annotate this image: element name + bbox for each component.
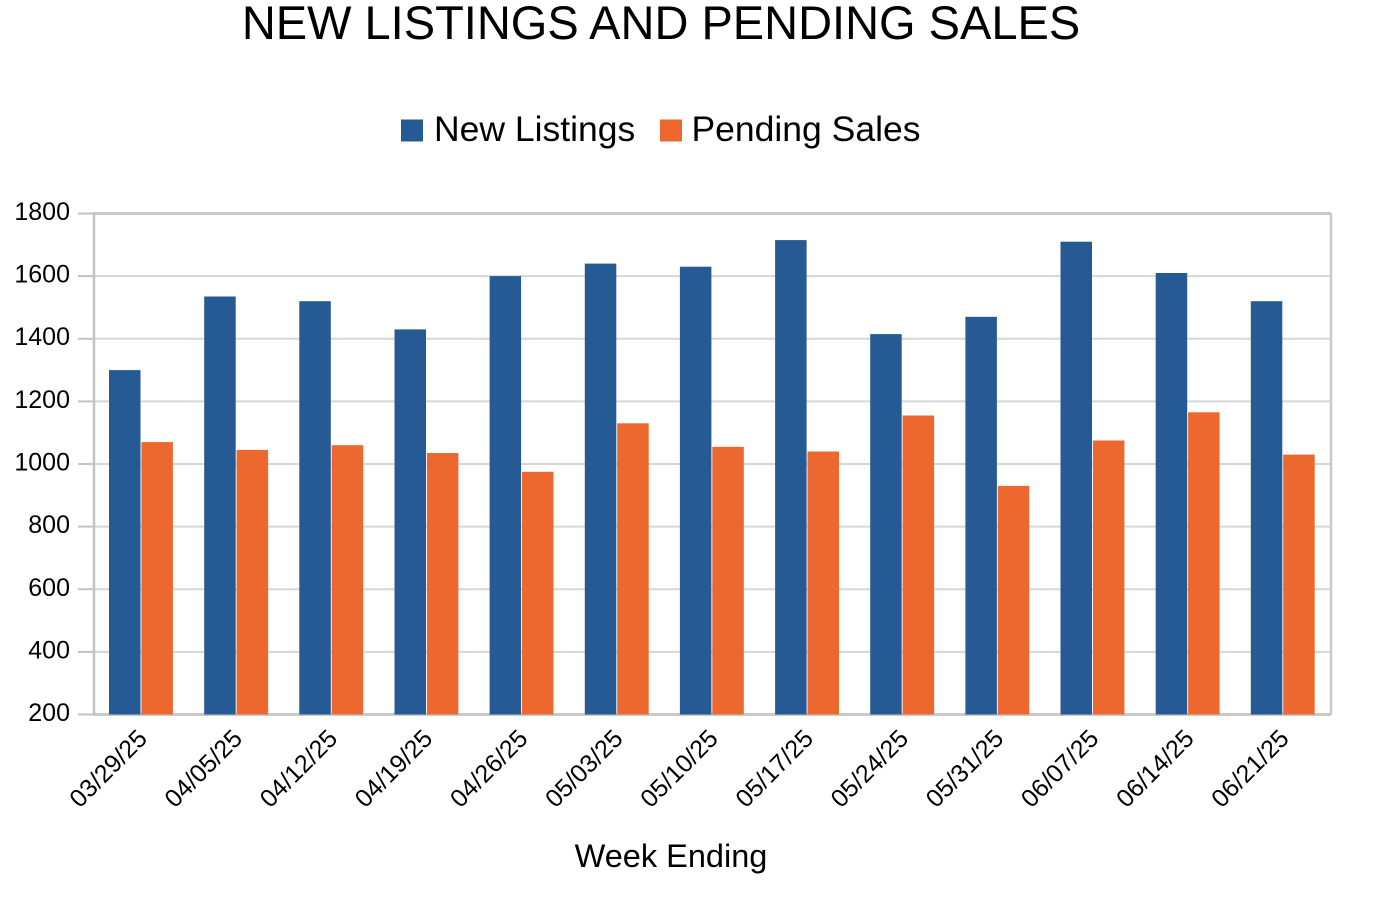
svg-text:Week Ending: Week Ending bbox=[575, 838, 768, 874]
svg-text:1600: 1600 bbox=[14, 261, 70, 289]
svg-text:1400: 1400 bbox=[14, 323, 70, 351]
svg-text:New Listings: New Listings bbox=[434, 109, 635, 149]
svg-text:NEW LISTINGS AND PENDING SALES: NEW LISTINGS AND PENDING SALES bbox=[242, 0, 1080, 49]
svg-text:1200: 1200 bbox=[14, 386, 70, 414]
svg-text:800: 800 bbox=[28, 511, 70, 539]
svg-text:400: 400 bbox=[28, 636, 70, 664]
svg-text:Pending Sales: Pending Sales bbox=[692, 109, 921, 149]
svg-text:1000: 1000 bbox=[14, 449, 70, 477]
svg-text:1800: 1800 bbox=[14, 198, 70, 226]
svg-text:600: 600 bbox=[28, 574, 70, 602]
svg-text:200: 200 bbox=[28, 699, 70, 727]
